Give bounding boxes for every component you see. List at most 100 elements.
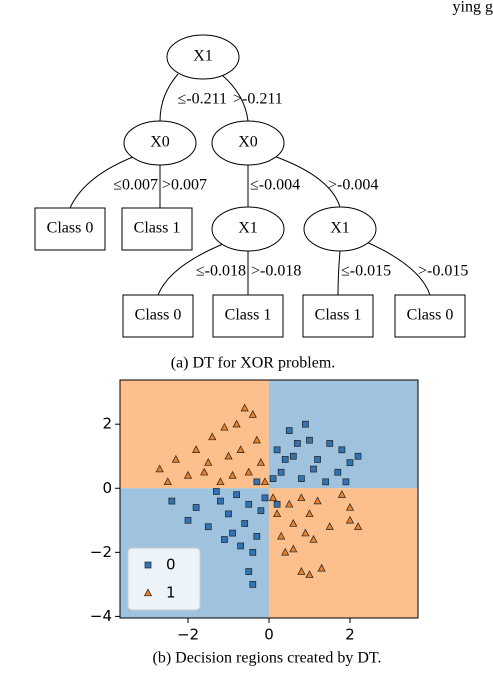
point — [289, 518, 298, 527]
point — [273, 509, 282, 518]
point — [289, 544, 298, 553]
point — [249, 581, 257, 588]
edge-label: ≤-0.015 — [341, 263, 391, 280]
tree-edge — [361, 239, 431, 296]
tree-leaf — [34, 207, 106, 251]
decision-region — [120, 380, 269, 489]
edge-label: >-0.018 — [251, 263, 301, 280]
legend-box — [127, 547, 201, 611]
tree-edge — [337, 250, 341, 296]
point — [325, 522, 334, 530]
point — [273, 500, 281, 508]
point — [232, 419, 241, 428]
point — [224, 451, 233, 460]
point — [208, 432, 217, 441]
y-tick-label: 2 — [102, 415, 112, 433]
point — [317, 563, 326, 572]
point — [301, 528, 310, 537]
point — [281, 547, 290, 556]
point — [200, 467, 209, 476]
point — [233, 491, 240, 499]
tree-node — [123, 120, 197, 166]
point — [252, 435, 261, 444]
node-label: Class 0 — [135, 307, 182, 324]
point — [155, 464, 164, 473]
point — [192, 445, 201, 453]
point — [273, 446, 281, 454]
point — [302, 420, 309, 428]
point — [241, 520, 249, 527]
point — [277, 531, 286, 540]
point — [334, 468, 342, 476]
edge-label: ≤-0.004 — [250, 177, 300, 194]
legend-label: 1 — [166, 584, 176, 602]
decision-region — [269, 380, 418, 489]
node-label: X1 — [238, 220, 258, 237]
point — [217, 497, 224, 505]
tree-leaf — [394, 294, 466, 338]
header-fragment: ying g — [453, 0, 493, 16]
point — [168, 497, 176, 505]
caption: (b) Decision regions created by DT. — [153, 650, 382, 667]
point — [305, 570, 314, 578]
tree-edge — [69, 154, 139, 209]
point — [277, 468, 285, 476]
point — [248, 410, 257, 418]
node-label: Class 1 — [134, 220, 181, 237]
point — [183, 470, 193, 479]
edge-label: >-0.015 — [418, 263, 468, 280]
y-tick-label: −4 — [90, 607, 112, 625]
point — [345, 515, 355, 524]
tree-leaf — [122, 294, 194, 338]
edge-label: >0.007 — [162, 177, 207, 194]
node-label: X0 — [150, 134, 170, 151]
y-tick-label: 0 — [102, 479, 112, 497]
node-label: X0 — [238, 134, 258, 151]
point — [220, 422, 229, 431]
tree-node — [211, 120, 285, 166]
point — [216, 477, 225, 486]
point — [249, 548, 257, 556]
point — [354, 452, 362, 460]
caption: (a) DT for XOR problem. — [171, 355, 336, 372]
tree-node — [211, 206, 285, 252]
node-label: X1 — [193, 48, 213, 65]
point — [225, 510, 232, 518]
node-label: Class 0 — [47, 220, 94, 237]
tree-leaf — [121, 207, 193, 251]
point — [192, 504, 200, 511]
point — [309, 534, 318, 543]
point — [353, 522, 363, 530]
point — [281, 456, 289, 463]
point — [345, 502, 355, 511]
point — [293, 440, 301, 447]
tree-edge — [267, 153, 341, 208]
node-label: Class 1 — [315, 307, 362, 324]
point — [253, 478, 261, 486]
point — [310, 465, 317, 473]
point — [313, 496, 322, 505]
point — [338, 446, 346, 454]
edge-label: ≤-0.211 — [177, 91, 227, 108]
point — [269, 475, 277, 483]
point — [268, 493, 278, 502]
point — [298, 475, 305, 483]
point — [285, 499, 294, 508]
point — [204, 458, 213, 466]
point — [240, 403, 249, 412]
point — [236, 445, 245, 453]
node-label: Class 1 — [225, 307, 272, 324]
node-label: Class 0 — [407, 307, 454, 324]
tree-edge — [159, 73, 179, 122]
tree-edge — [157, 241, 229, 296]
point — [229, 529, 236, 537]
edge-label: ≤0.007 — [113, 177, 158, 194]
point — [228, 470, 237, 479]
tree-edge — [221, 74, 249, 122]
edge-label: >-0.211 — [233, 91, 283, 108]
x-tick-label: 0 — [264, 626, 274, 644]
point — [260, 477, 270, 486]
tree-node — [303, 206, 377, 252]
tree-leaf — [302, 294, 374, 338]
point — [237, 542, 245, 550]
